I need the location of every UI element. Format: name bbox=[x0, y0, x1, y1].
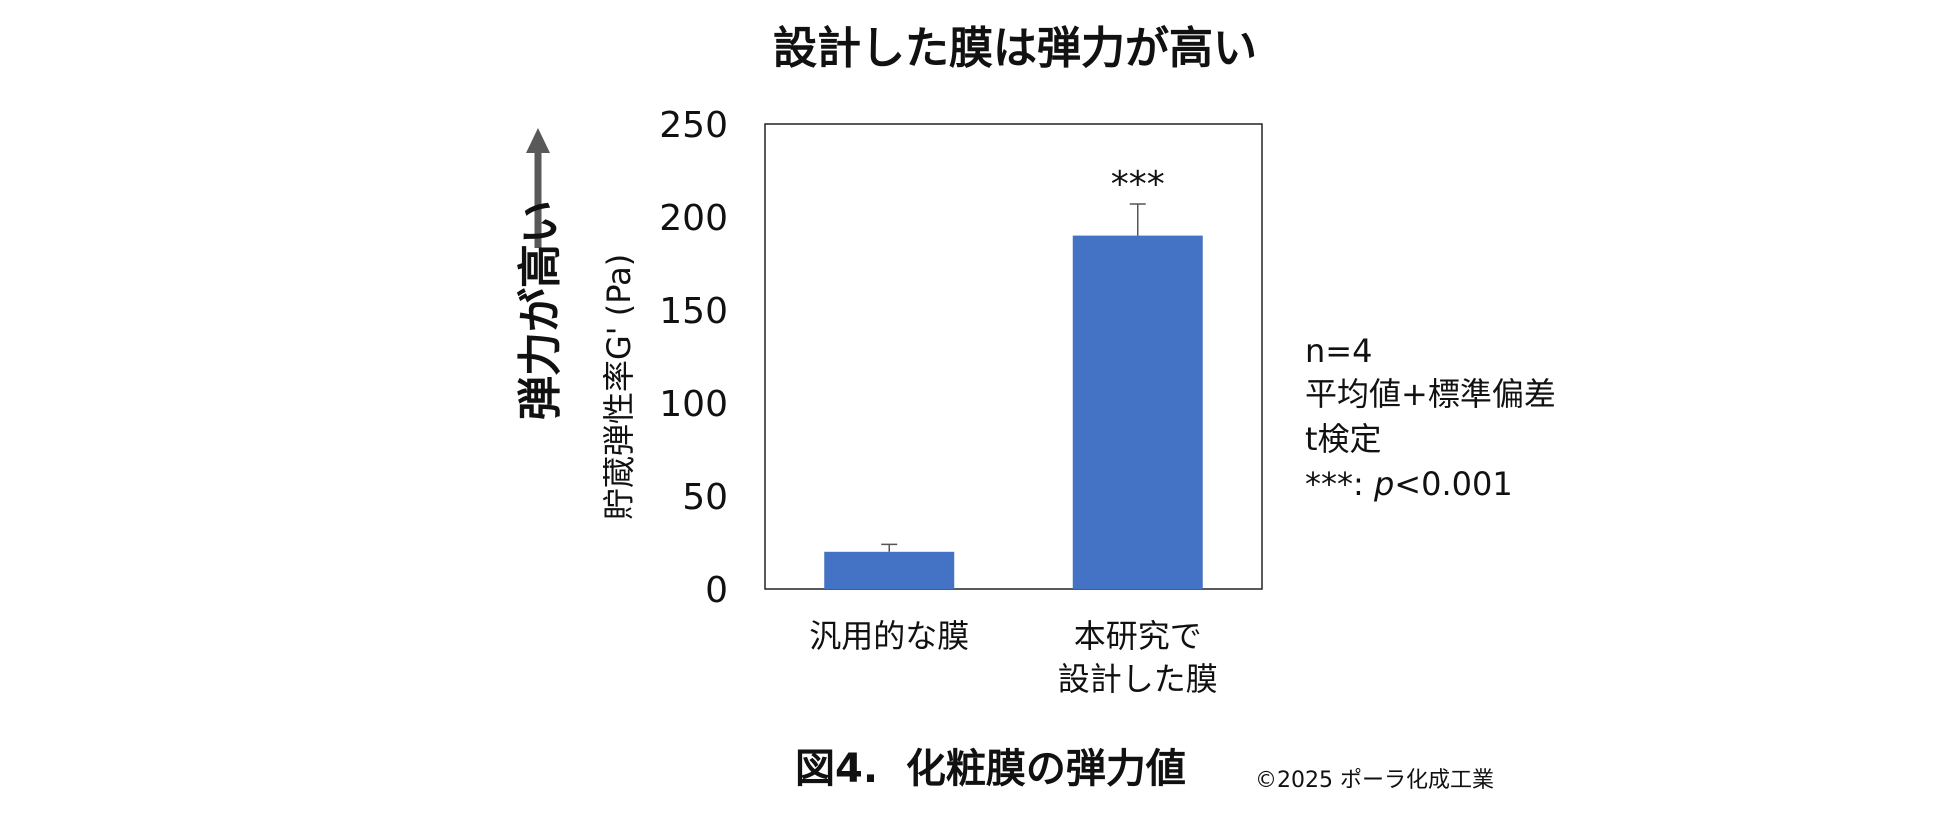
y-axis-ticks: 0 50 100 150 200 250 bbox=[659, 105, 728, 611]
note-sig-suffix: <0.001 bbox=[1394, 465, 1512, 503]
bars: *** bbox=[824, 164, 1203, 589]
direction-label: 弾力が高い bbox=[515, 200, 566, 420]
note-significance: ***: p<0.001 bbox=[1305, 465, 1513, 503]
note-n: n=4 bbox=[1305, 332, 1372, 370]
note-mean-sd: 平均値+標準偏差 bbox=[1305, 375, 1556, 413]
figure-caption: 図4. 化粧膜の弾力値 bbox=[795, 746, 1186, 792]
note-t-test: t検定 bbox=[1305, 420, 1382, 458]
bar bbox=[824, 551, 955, 589]
y-tick-label: 200 bbox=[659, 198, 728, 239]
note-sig-prefix: ***: bbox=[1305, 465, 1374, 503]
stats-notes: n=4 平均値+標準偏差 t検定 ***: p<0.001 bbox=[1305, 332, 1556, 503]
up-arrowhead-icon bbox=[526, 128, 550, 153]
y-tick-label: 250 bbox=[659, 105, 728, 146]
y-tick-label: 50 bbox=[682, 477, 728, 518]
significance-label: *** bbox=[1111, 164, 1165, 205]
chart-title: 設計した膜は弾力が高い bbox=[773, 23, 1257, 74]
copyright: ©2025 ポーラ化成工業 bbox=[1255, 768, 1494, 793]
y-tick-label: 100 bbox=[659, 384, 728, 425]
y-tick-label: 150 bbox=[659, 291, 728, 332]
x-category-label: 汎用的な膜 bbox=[809, 617, 969, 655]
x-category-label: 設計した膜 bbox=[1058, 660, 1218, 698]
x-category-label: 本研究で bbox=[1074, 617, 1202, 655]
direction-indicator: 弾力が高い bbox=[515, 128, 566, 420]
y-axis-label: 貯蔵弾性率G' (Pa) bbox=[600, 254, 638, 520]
bar bbox=[1072, 235, 1203, 589]
note-sig-p: p bbox=[1373, 465, 1394, 503]
plot-frame bbox=[764, 123, 1263, 590]
y-tick-label: 0 bbox=[705, 570, 728, 611]
